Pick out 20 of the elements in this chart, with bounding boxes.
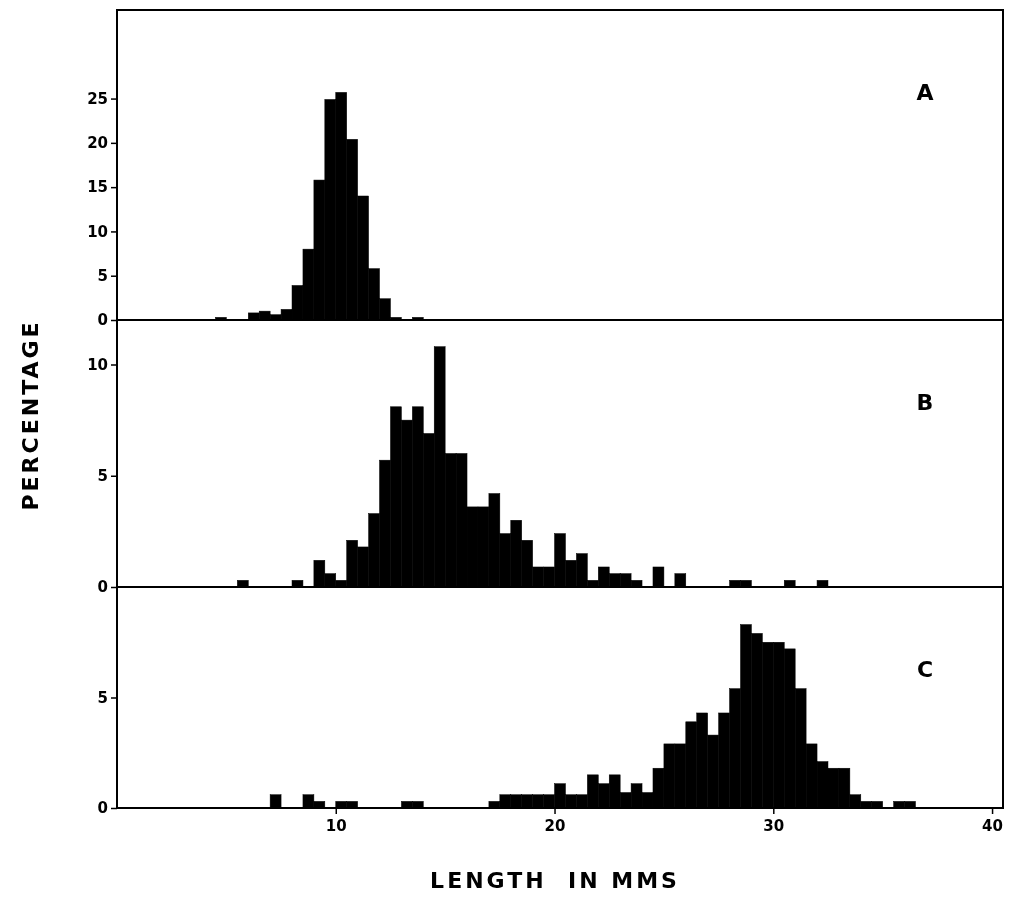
- y-tick-label: 10: [87, 355, 108, 374]
- y-tick-label: 0: [97, 311, 108, 330]
- x-tick-label: 20: [544, 816, 566, 835]
- x-axis-title: LENGTH IN MMS: [430, 868, 680, 893]
- y-tick-label: 10: [87, 222, 108, 241]
- y-tick-label: 0: [97, 578, 108, 597]
- y-axis-title: PERCENTAGE: [18, 319, 43, 511]
- annotation: C: [916, 657, 934, 682]
- y-tick-label: 20: [87, 134, 108, 153]
- y-tick-label: 5: [97, 467, 108, 486]
- x-tick-label: 10: [325, 816, 347, 835]
- x-tick-label: 30: [763, 816, 785, 835]
- annotation: B: [916, 390, 934, 415]
- y-tick-label: 5: [97, 267, 108, 286]
- y-tick-label: 0: [97, 799, 108, 818]
- y-tick-label: 25: [87, 89, 108, 108]
- annotation: A: [916, 80, 934, 105]
- x-tick-label: 40: [982, 816, 1003, 835]
- y-tick-label: 5: [97, 688, 108, 707]
- y-tick-label: 15: [87, 178, 108, 197]
